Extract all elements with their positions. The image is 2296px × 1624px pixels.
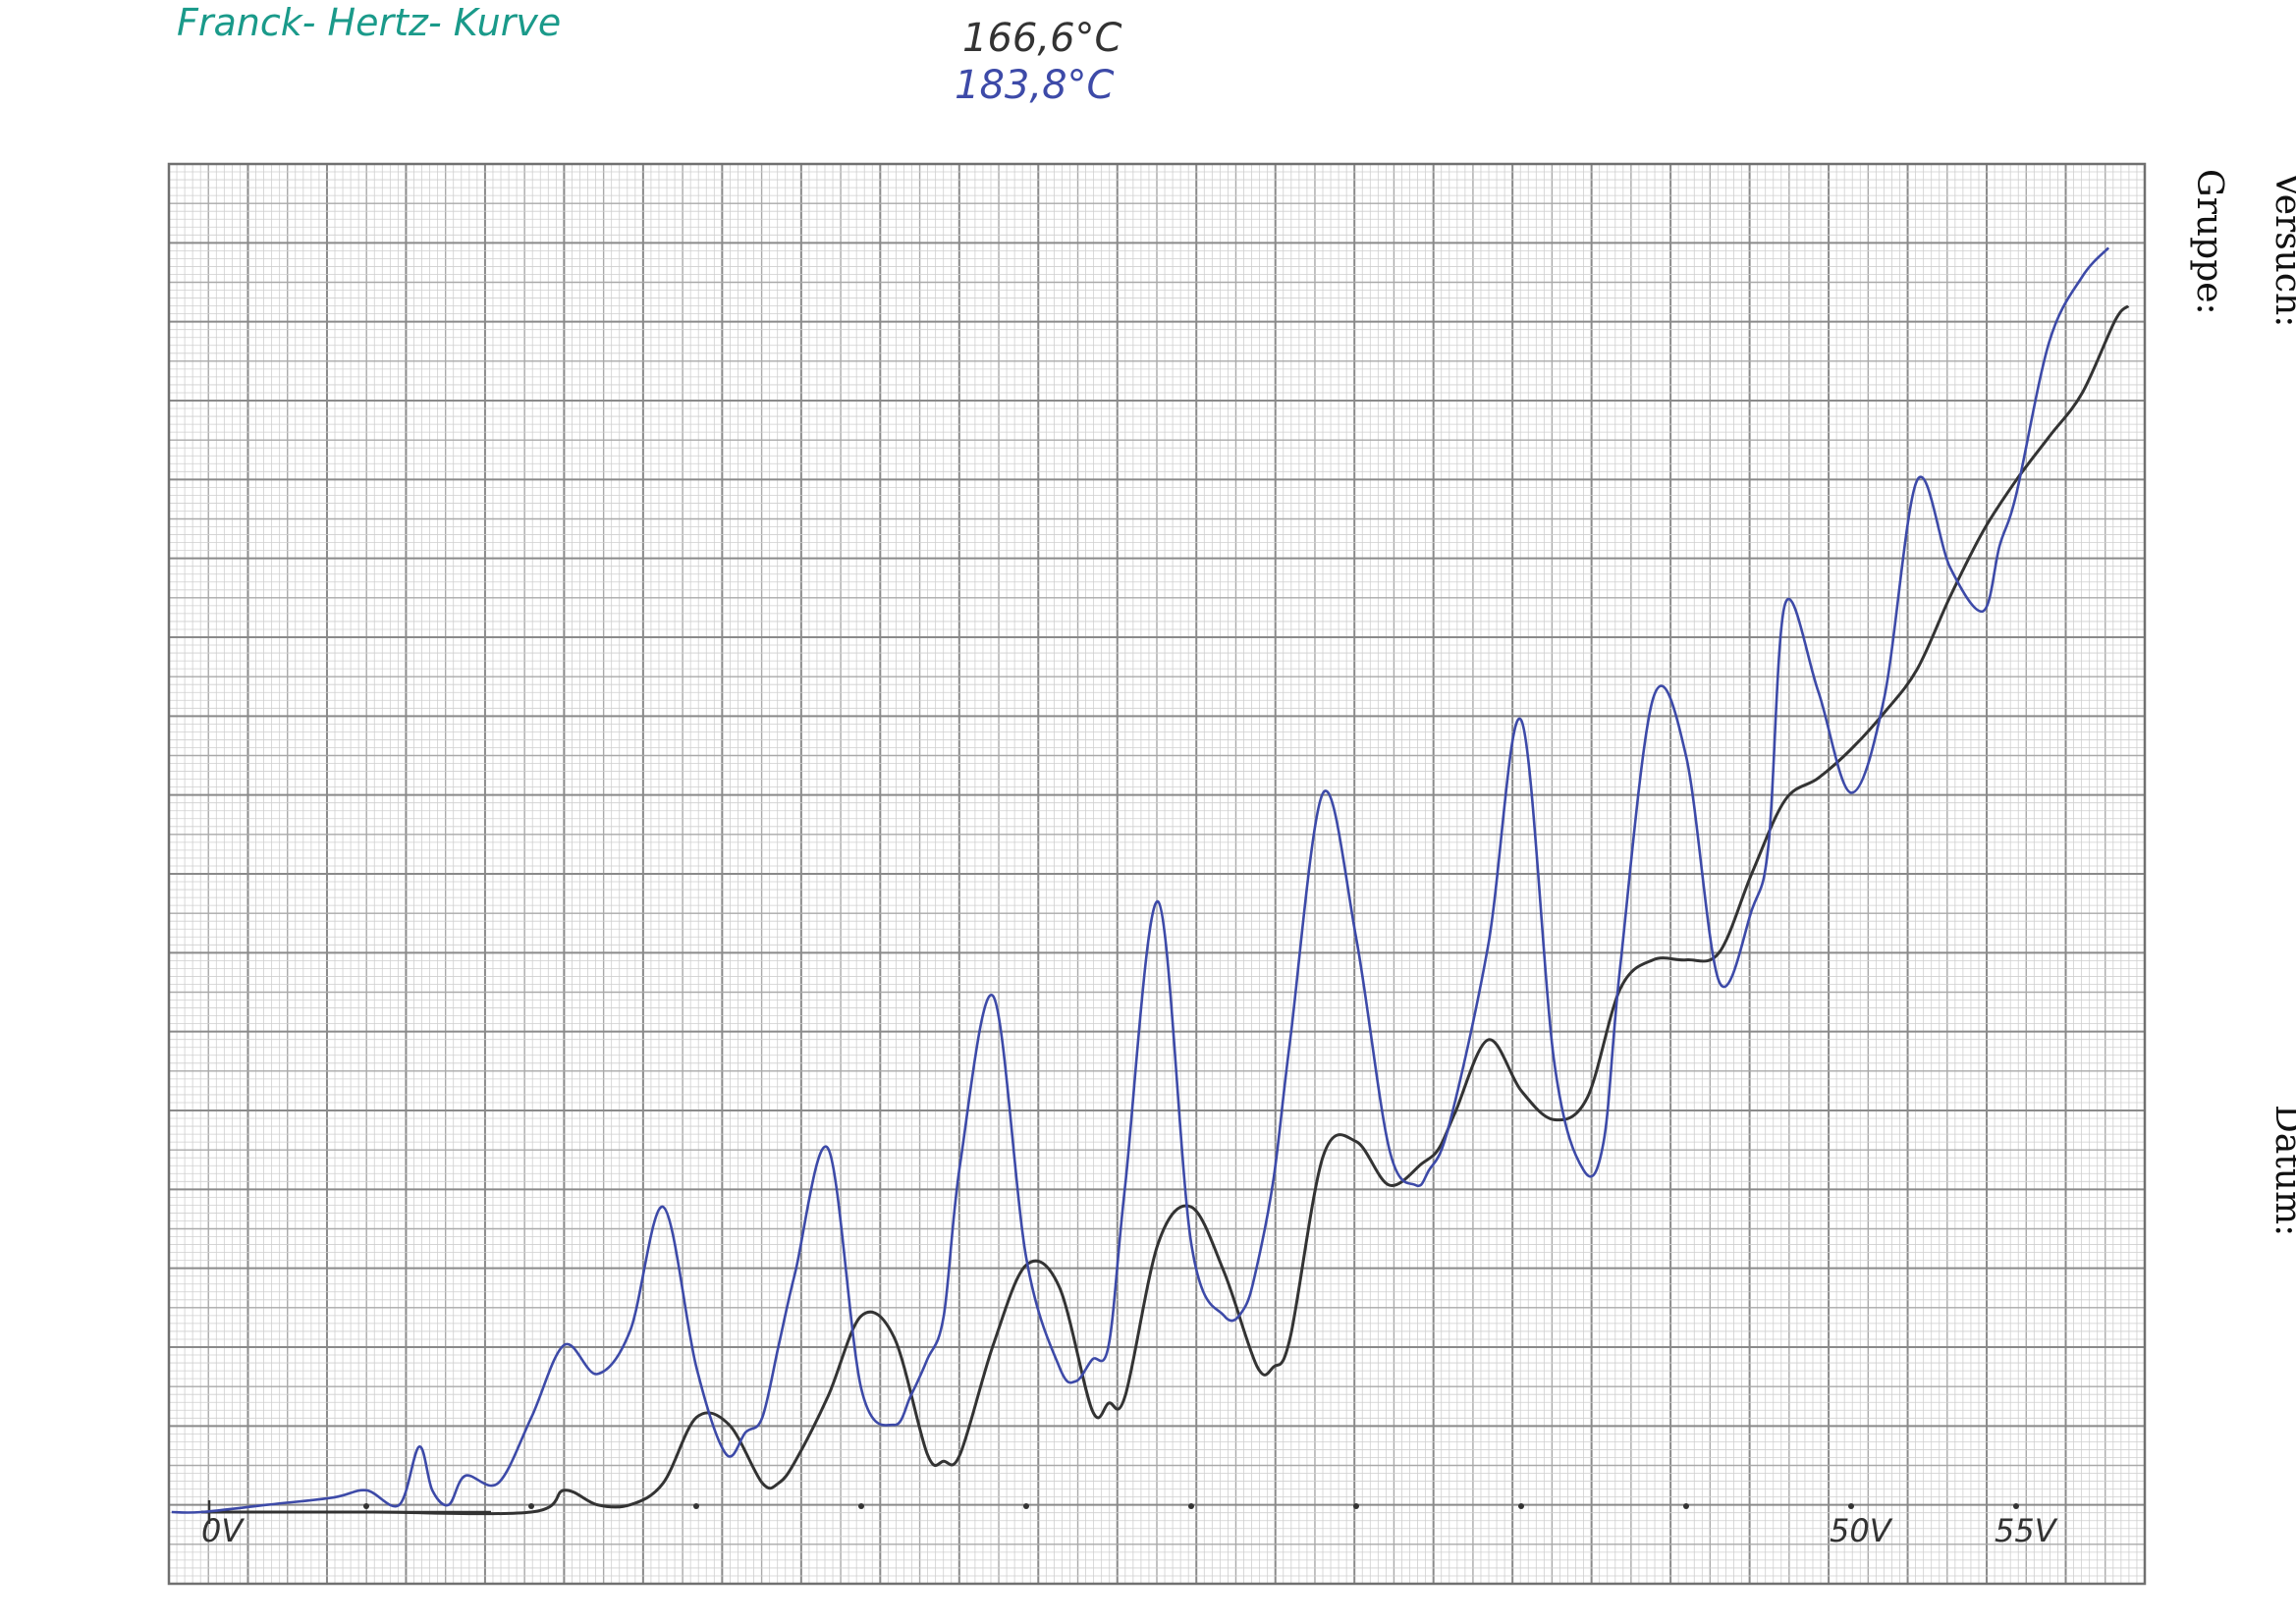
x-tick-dot xyxy=(528,1503,534,1509)
temperature-label-183c: 183,8°C xyxy=(955,63,1115,108)
x-tick-dot xyxy=(1353,1503,1359,1509)
x-tick-dot xyxy=(1848,1503,1854,1509)
x-tick-dot xyxy=(1023,1503,1029,1509)
series-line-166c xyxy=(201,304,2130,1516)
x-tick-label: 50V xyxy=(1830,1512,1893,1549)
x-tick-dots xyxy=(363,1503,2019,1509)
margin-label-datum: Datum: xyxy=(2268,1105,2296,1236)
x-tick-dot xyxy=(363,1503,369,1509)
graph-paper-grid xyxy=(168,163,2146,1585)
x-tick-dot xyxy=(693,1503,699,1509)
x-tick-labels: 0V 50V 55V xyxy=(201,1512,2058,1549)
x-tick-dot xyxy=(1188,1503,1194,1509)
x-tick-label: 55V xyxy=(1995,1512,2058,1549)
margin-label-gruppe: Gruppe: xyxy=(2189,169,2229,315)
x-tick-dot xyxy=(1683,1503,1689,1509)
plot-frame xyxy=(167,162,2147,1586)
x-tick-dot xyxy=(858,1503,864,1509)
chart-title: Franck- Hertz- Kurve xyxy=(177,1,561,44)
temperature-label-166c: 166,6°C xyxy=(962,16,1122,61)
x-tick-dot xyxy=(1518,1503,1524,1509)
x-tick-label: 0V xyxy=(201,1512,245,1549)
series-line-183c xyxy=(171,246,2110,1514)
x-tick-dot xyxy=(2013,1503,2019,1509)
margin-label-versuch: Versuch: xyxy=(2268,171,2296,327)
